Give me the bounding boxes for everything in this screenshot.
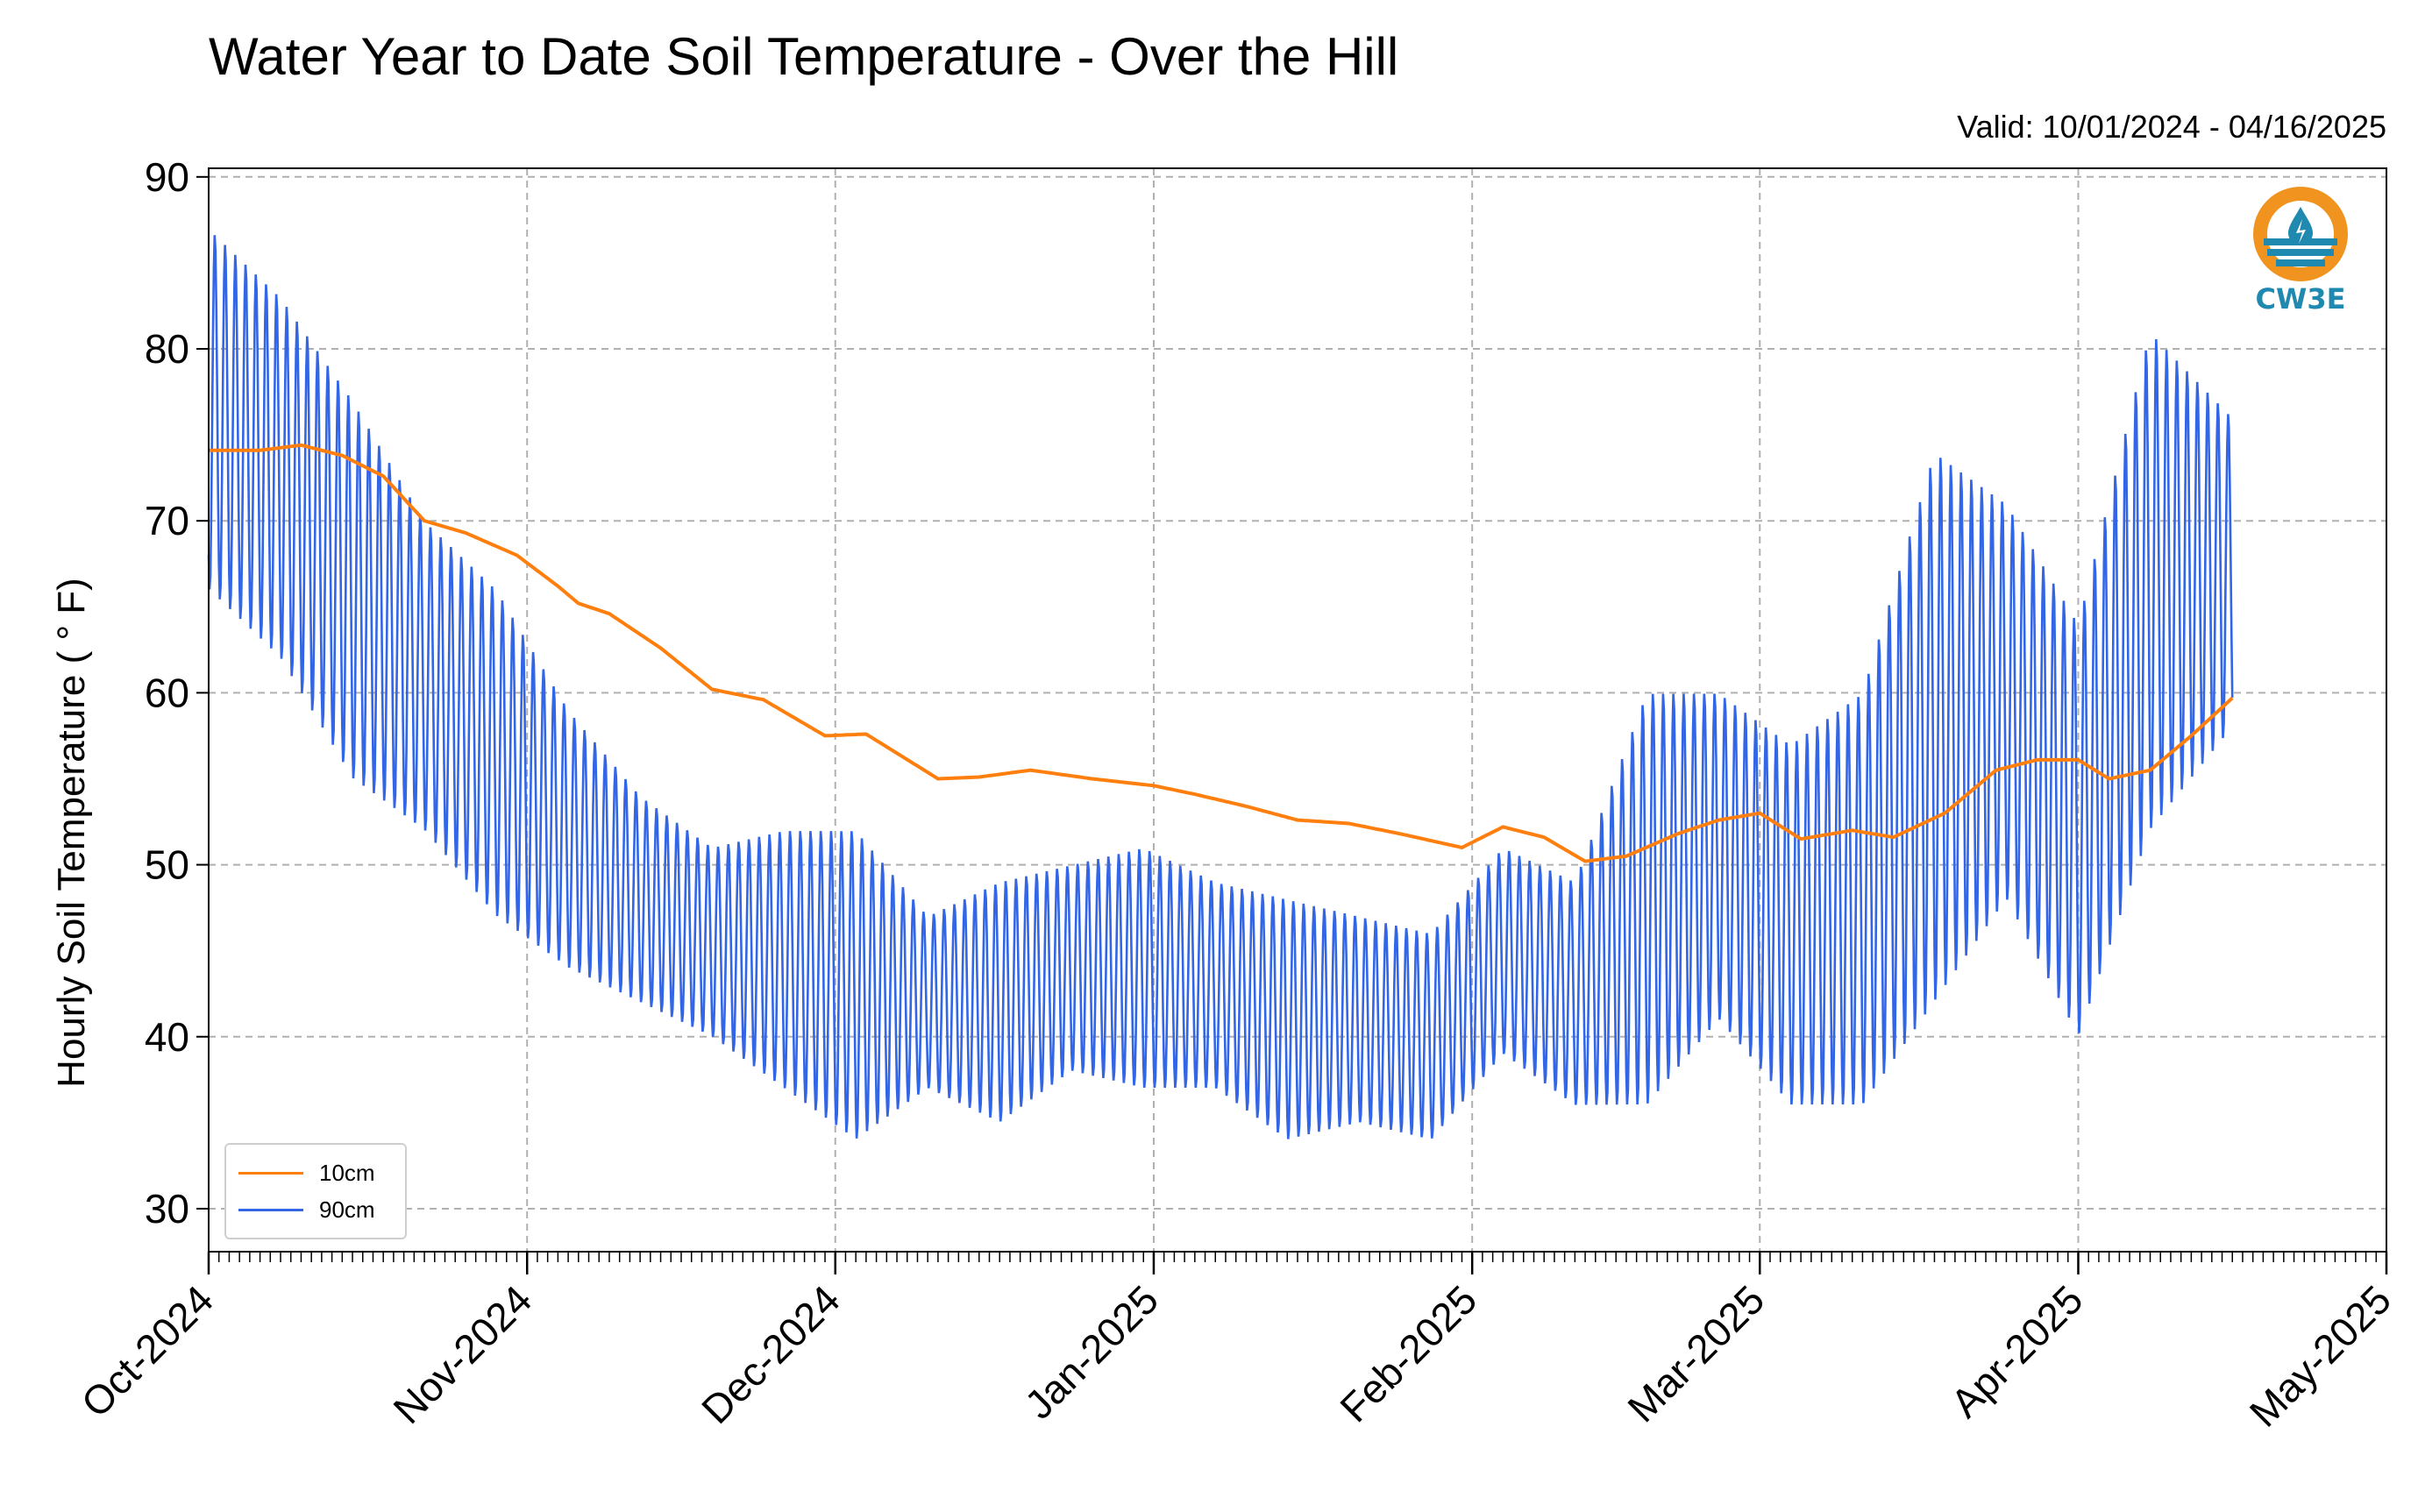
x-tick-label: Mar-2025 xyxy=(1618,1276,1773,1430)
legend-item-10cm: 10cm xyxy=(238,1155,375,1190)
series-layer xyxy=(207,235,2234,1139)
y-tick-label: 90 xyxy=(145,154,189,200)
x-tick-label: Oct-2024 xyxy=(73,1276,223,1426)
x-tick-label: Nov-2024 xyxy=(384,1276,540,1432)
x-tick-label: Jan-2025 xyxy=(1016,1276,1167,1427)
y-tick-label: 40 xyxy=(145,1014,189,1060)
legend: 10cm 90cm xyxy=(224,1143,407,1239)
y-axis-label: Hourly Soil Temperature ( ° F) xyxy=(50,578,93,1088)
logo-text: CW3E xyxy=(2255,282,2346,316)
water-drop-sun-icon xyxy=(2253,187,2348,281)
legend-item-90cm: 90cm xyxy=(238,1192,375,1227)
x-tick-label: May-2025 xyxy=(2241,1276,2400,1435)
x-tick-label: Apr-2025 xyxy=(1942,1276,2092,1426)
y-tick-label: 60 xyxy=(145,670,189,715)
legend-label-90cm: 90cm xyxy=(319,1196,375,1223)
series-line-10cm xyxy=(209,443,2234,863)
y-tick-label: 80 xyxy=(145,326,189,372)
cw3e-logo: CW3E xyxy=(2248,186,2353,326)
y-tick-label: 30 xyxy=(145,1186,189,1232)
legend-swatch-10cm xyxy=(238,1171,303,1175)
x-tick-label: Feb-2025 xyxy=(1331,1276,1485,1430)
legend-swatch-90cm xyxy=(238,1208,303,1211)
y-tick-label: 50 xyxy=(145,842,189,888)
valid-date-range: Valid: 10/01/2024 - 04/16/2025 xyxy=(1957,109,2386,145)
chart-title: Water Year to Date Soil Temperature - Ov… xyxy=(209,27,1399,86)
x-tick-label: Dec-2024 xyxy=(693,1276,849,1432)
series-line-90cm xyxy=(207,235,2234,1139)
legend-label-10cm: 10cm xyxy=(319,1159,375,1186)
y-tick-label: 70 xyxy=(145,498,189,543)
